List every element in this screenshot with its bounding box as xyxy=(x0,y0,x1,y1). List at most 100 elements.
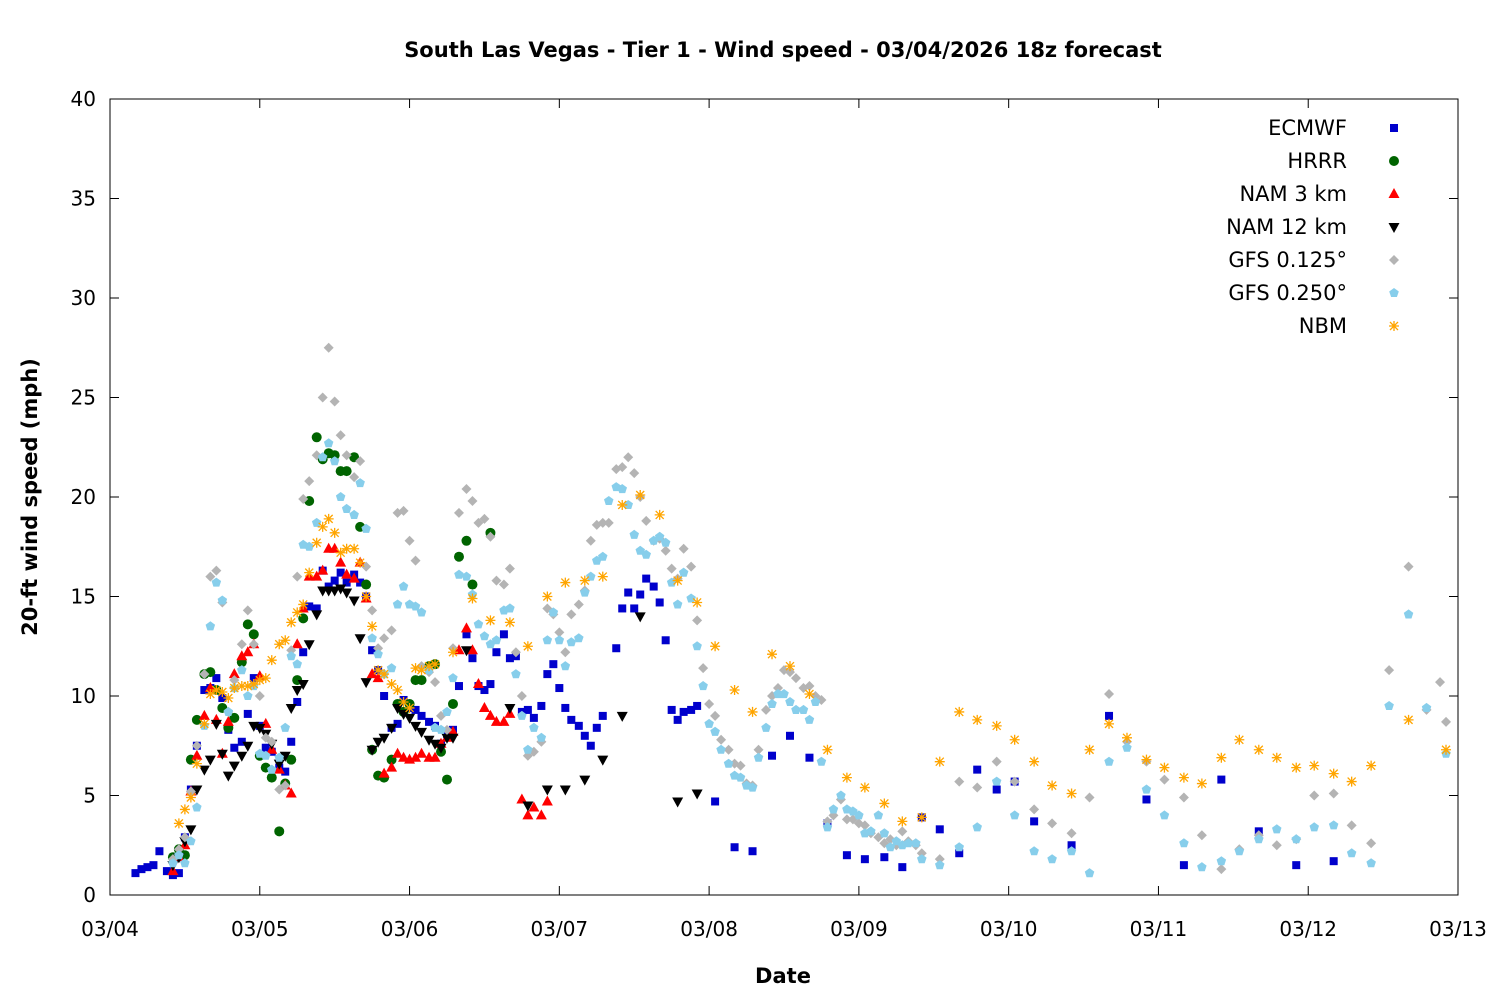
legend-marker xyxy=(1390,124,1398,132)
data-point xyxy=(436,724,446,734)
data-point xyxy=(404,702,415,713)
data-point xyxy=(1328,820,1339,830)
data-point xyxy=(767,649,778,660)
data-point xyxy=(279,751,291,762)
data-point xyxy=(312,604,321,613)
data-point xyxy=(373,649,383,659)
data-point xyxy=(1159,762,1170,773)
data-point xyxy=(398,581,409,591)
data-point xyxy=(673,715,682,724)
data-point xyxy=(618,604,627,613)
y-tick-label: 40 xyxy=(71,87,96,111)
data-point xyxy=(710,710,721,721)
data-point xyxy=(423,735,435,746)
data-point xyxy=(747,782,758,792)
data-point xyxy=(410,555,421,566)
data-point xyxy=(1366,760,1377,771)
data-point xyxy=(1047,854,1057,864)
data-point xyxy=(617,499,628,510)
data-point xyxy=(873,810,884,820)
data-point xyxy=(143,863,152,872)
data-point xyxy=(859,820,870,831)
data-point xyxy=(286,617,297,628)
data-point xyxy=(361,561,372,572)
data-point xyxy=(679,707,688,716)
data-point xyxy=(616,711,628,722)
data-point xyxy=(398,696,409,707)
data-point xyxy=(954,842,964,852)
data-point xyxy=(785,697,795,706)
data-point xyxy=(804,689,815,700)
data-point xyxy=(287,737,296,746)
data-point xyxy=(586,571,596,581)
data-point xyxy=(373,643,384,654)
legend-label: NBM xyxy=(1299,314,1347,338)
data-point xyxy=(735,760,746,771)
data-point xyxy=(1159,810,1170,820)
data-point xyxy=(335,556,347,567)
data-point xyxy=(291,638,303,649)
data-point xyxy=(641,515,652,526)
data-point xyxy=(1179,838,1189,848)
data-point xyxy=(1104,689,1115,700)
data-point xyxy=(205,689,216,700)
x-tick-label: 03/09 xyxy=(830,917,888,941)
data-point xyxy=(217,687,228,698)
data-point xyxy=(173,844,184,855)
data-point xyxy=(304,541,314,551)
data-point xyxy=(1141,754,1152,765)
data-point xyxy=(292,607,303,618)
data-point xyxy=(467,495,478,506)
data-point xyxy=(991,756,1002,767)
data-point xyxy=(692,641,702,651)
data-point xyxy=(236,650,248,661)
data-point xyxy=(1216,856,1227,866)
data-point xyxy=(1403,714,1414,725)
data-point xyxy=(1178,792,1189,803)
data-point xyxy=(791,704,801,714)
legend-label: ECMWF xyxy=(1268,116,1347,140)
x-tick-label: 03/12 xyxy=(1279,917,1337,941)
data-point xyxy=(768,751,777,760)
data-point xyxy=(392,747,404,758)
data-point xyxy=(425,717,434,726)
data-point xyxy=(535,809,547,820)
data-point xyxy=(1009,810,1020,820)
data-point xyxy=(236,751,248,762)
data-point xyxy=(523,744,533,754)
data-point xyxy=(735,772,746,782)
data-point xyxy=(228,761,240,772)
data-point xyxy=(416,747,428,758)
data-point xyxy=(716,734,727,745)
data-point xyxy=(1234,734,1245,745)
data-point xyxy=(822,822,833,832)
y-tick-label: 25 xyxy=(71,386,96,410)
data-point xyxy=(1309,790,1320,801)
series-ecmwf xyxy=(131,566,1338,880)
data-point xyxy=(393,719,402,728)
y-axis: 0 5 10 15 20 25 30 35 40 xyxy=(71,87,1458,907)
legend-marker xyxy=(1389,156,1399,166)
data-point xyxy=(249,674,258,683)
data-point xyxy=(991,720,1002,731)
x-tick-label: 03/05 xyxy=(231,917,289,941)
data-point xyxy=(237,665,247,675)
legend: ECMWF HRRR NAM 3 km NAM 12 km GFS 0.125° GFS … xyxy=(1226,116,1400,338)
data-point xyxy=(704,718,714,728)
data-point xyxy=(341,568,353,579)
data-point xyxy=(1254,834,1264,844)
data-point xyxy=(368,646,377,655)
data-point xyxy=(529,713,538,722)
data-point xyxy=(311,610,323,621)
data-point xyxy=(935,860,945,870)
data-point xyxy=(442,706,452,716)
data-point xyxy=(191,758,202,769)
data-point xyxy=(486,680,495,689)
data-point xyxy=(629,468,640,479)
y-tick-label: 15 xyxy=(71,585,96,609)
data-point xyxy=(678,543,689,554)
x-tick-label: 03/07 xyxy=(531,917,589,941)
data-point xyxy=(404,535,415,546)
data-point xyxy=(468,654,477,663)
data-point xyxy=(498,579,509,590)
